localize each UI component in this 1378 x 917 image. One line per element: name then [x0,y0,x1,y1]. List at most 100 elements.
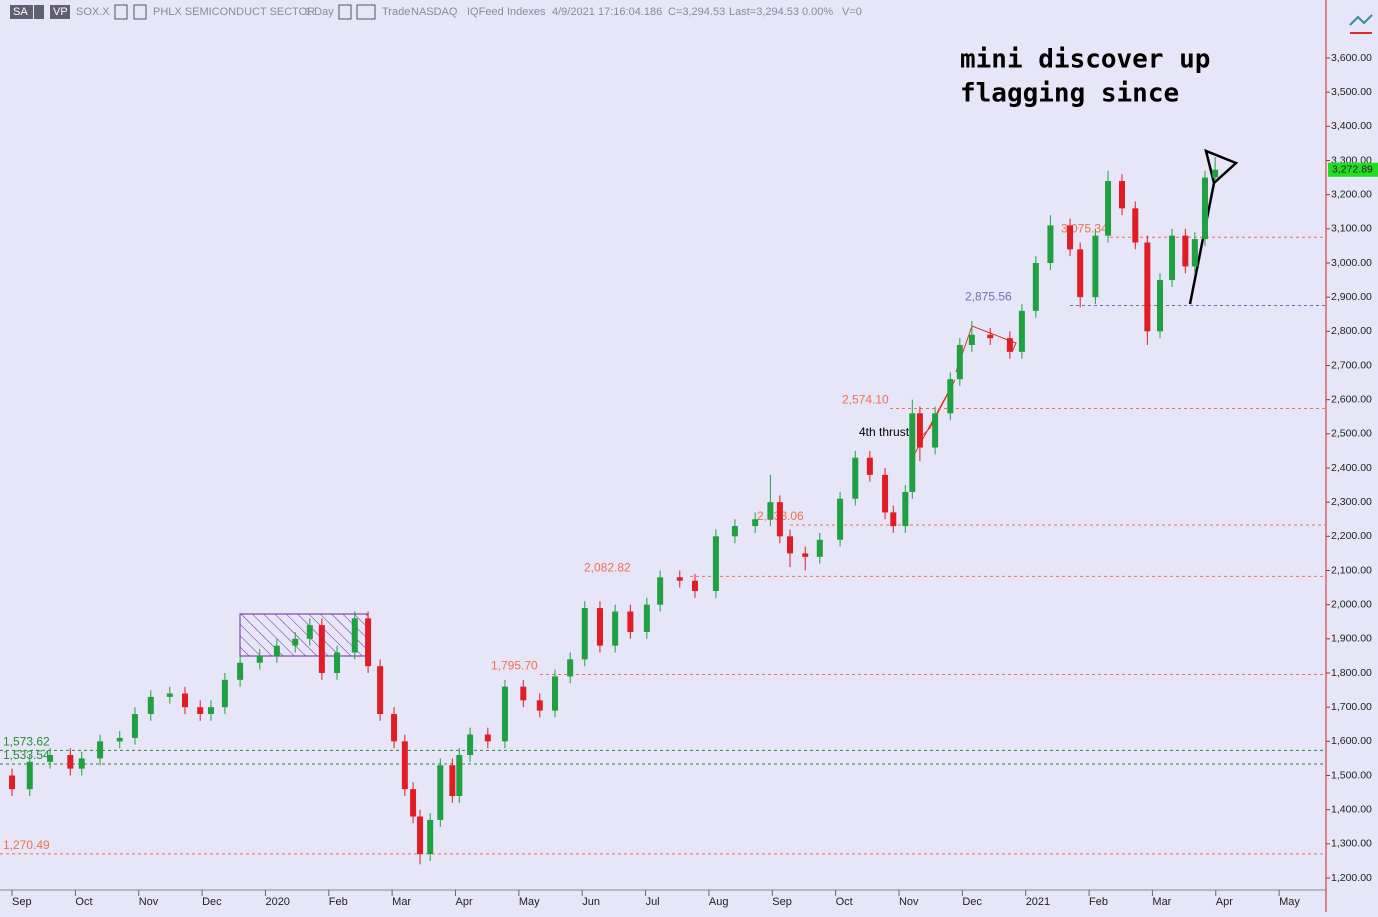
x-tick-label: Aug [709,896,729,908]
dropdown[interactable] [356,4,376,20]
x-tick-label: Feb [329,896,348,908]
header-field: V=0 [842,6,862,18]
candle-body [1105,181,1112,236]
dropdown[interactable] [133,4,147,20]
candle-body [256,655,263,663]
y-tick-label: 1,600.00 [1331,735,1372,747]
candle-body [377,666,384,714]
y-tick-label: 2,300.00 [1331,496,1372,508]
y-tick-label: 2,400.00 [1331,462,1372,474]
candle-body [802,553,809,557]
y-tick-label: 3,000.00 [1331,257,1372,269]
candle-body [78,758,85,769]
candle-body [1132,208,1139,243]
y-tick-label: 3,500.00 [1331,86,1372,98]
candle-body [456,755,463,796]
candle-body [581,608,588,660]
header-field: IQFeed [467,6,504,18]
candle-body [410,789,417,817]
x-tick-label: Dec [202,896,222,908]
dropdown[interactable] [114,4,128,20]
candle-body [351,618,358,653]
candle-body [501,686,508,742]
candle-body [932,413,939,448]
level-label: 1,795.70 [491,659,538,673]
x-tick-label: Oct [75,896,92,908]
pattern-line [955,325,1017,373]
y-tick-label: 1,700.00 [1331,701,1372,713]
y-tick-label: 3,100.00 [1331,223,1372,235]
interval: 1 Day [305,6,334,18]
button-box [10,5,33,19]
candle-body [987,334,994,339]
annotation: mini discover up [960,45,1210,75]
candle-body [968,334,975,345]
button[interactable]: SA [13,6,28,18]
y-tick-label: 2,100.00 [1331,564,1372,576]
candle-body [437,765,444,820]
level-label: 1,533.54 [3,748,50,762]
candle-body [947,379,954,414]
candle-body [882,474,889,513]
y-tick-label: 2,700.00 [1331,359,1372,371]
y-tick-label: 2,500.00 [1331,428,1372,440]
x-tick-label: Sep [12,896,32,908]
x-tick-label: Dec [962,896,982,908]
candle-body [866,457,873,475]
candle-body [334,652,341,673]
y-tick-label: 1,300.00 [1331,838,1372,850]
candle-body [292,638,299,646]
candle-body [47,755,54,762]
x-tick-label: Nov [139,896,159,908]
x-tick-label: Mar [1152,896,1171,908]
candle-body [221,679,228,708]
symbol: SOX.X [76,6,110,18]
level-label: 2,875.56 [965,290,1012,304]
candle-body [776,502,783,537]
candle-body [427,819,434,855]
candle-body [401,741,408,790]
candle-body [612,611,619,646]
candle-body [9,775,16,790]
candle-body [627,611,634,632]
candle-body [890,512,897,527]
header-field: Indexes [507,6,546,18]
x-tick-label: 2021 [1026,896,1050,908]
candle-body [207,707,214,714]
candle-body [787,536,794,554]
button[interactable]: VP [53,6,68,18]
candle-body [767,502,774,520]
candle-body [712,536,719,591]
x-tick-label: Feb [1089,896,1108,908]
candle-body [1032,263,1039,311]
candle-body [643,604,650,632]
last-price-label: 3,272.89 [1332,164,1373,176]
pattern-box [239,613,369,657]
candle-body [449,765,456,796]
candle-body [318,625,325,673]
x-tick-label: Apr [456,896,473,908]
logo [1349,14,1373,34]
candle-body [273,645,280,656]
dropdown[interactable] [338,4,352,20]
candle-body [1182,235,1189,267]
candle-body [131,714,138,738]
y-tick-label: 1,500.00 [1331,769,1372,781]
candle-body [1201,177,1208,240]
candle-body [852,457,859,499]
x-tick-label: 2020 [265,896,289,908]
header: SA VP SOX.X PHLX SEMICONDUCT SECTOR 1 Da… [10,4,376,20]
candle-body [484,734,491,742]
x-tick-label: Sep [772,896,792,908]
candle-body [67,755,74,769]
candle-body [166,693,173,697]
x-tick-label: Jun [582,896,600,908]
candle-body [181,693,188,708]
instrument-name: PHLX SEMICONDUCT SECTOR [153,6,315,18]
x-tick-label: Jul [646,896,660,908]
candle-body [837,498,844,540]
candle-body [551,676,558,711]
candle-body [816,539,823,557]
candle-body [1119,181,1125,209]
candle-body [1077,249,1084,298]
